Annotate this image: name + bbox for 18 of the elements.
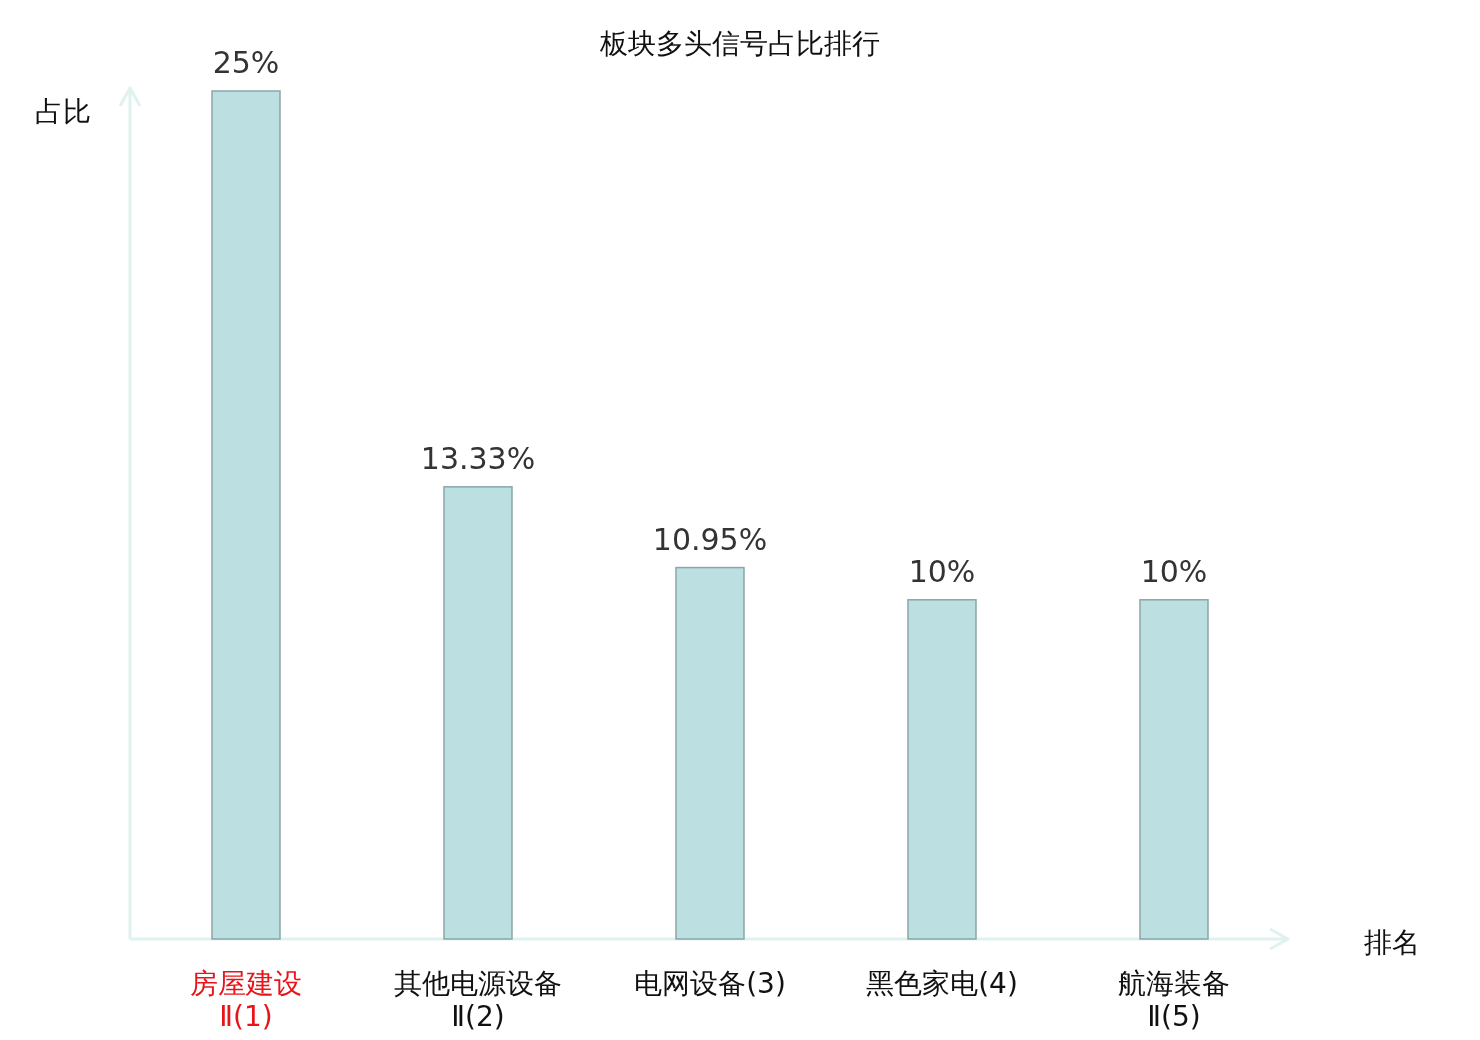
chart-title: 板块多头信号占比排行 <box>599 27 880 60</box>
x-tick-label: 航海装备Ⅱ(5) <box>1118 967 1230 1033</box>
data-label: 10.95% <box>652 521 768 557</box>
data-label: 25% <box>212 45 280 80</box>
x-tick-label: 其他电源设备Ⅱ(2) <box>394 967 562 1033</box>
data-label: 10% <box>908 553 976 589</box>
x-tick-label: 电网设备(3) <box>634 967 786 1000</box>
bar <box>211 90 281 940</box>
bar <box>675 566 745 940</box>
x-tick-label: 房屋建设Ⅱ(1) <box>190 967 302 1033</box>
bar <box>1139 599 1209 940</box>
y-axis-title: 占比 <box>35 95 91 128</box>
bar <box>443 486 513 940</box>
data-label: 13.33% <box>420 440 536 476</box>
x-axis-title: 排名 <box>1364 926 1420 959</box>
data-label: 10% <box>1140 553 1208 589</box>
x-tick-label: 黑色家电(4) <box>866 967 1018 1000</box>
bar <box>907 599 977 940</box>
